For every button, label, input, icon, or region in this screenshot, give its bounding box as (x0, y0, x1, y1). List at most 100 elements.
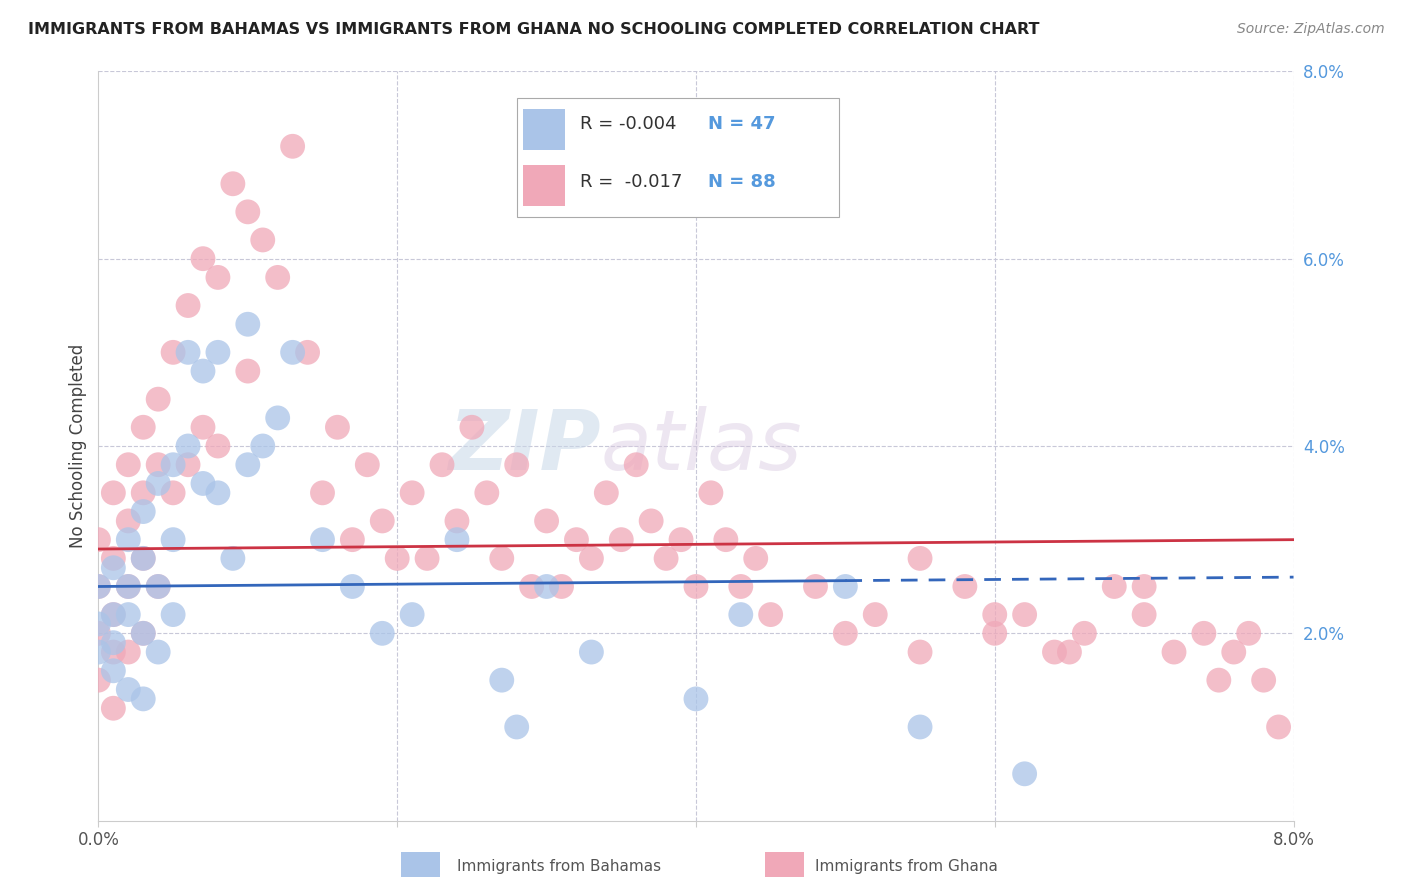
Point (342, 533, 364, 547)
FancyBboxPatch shape (523, 165, 565, 206)
Point (908, 720, 931, 734)
Point (326, 420, 349, 434)
Point (1133, 580, 1156, 594)
Point (1014, 767, 1036, 781)
Point (401, 607, 423, 622)
Point (148, 458, 170, 472)
Point (222, 551, 245, 566)
Text: N = 88: N = 88 (709, 172, 776, 191)
Point (117, 514, 139, 528)
Point (446, 533, 468, 547)
Point (669, 533, 692, 547)
Point (1267, 720, 1289, 734)
Point (730, 607, 752, 622)
Text: R = -0.004: R = -0.004 (581, 115, 676, 133)
Text: atlas: atlas (600, 406, 801, 486)
Point (148, 645, 170, 659)
Point (714, 533, 737, 547)
Point (132, 626, 155, 640)
Point (132, 692, 155, 706)
Point (385, 551, 409, 566)
Point (1014, 607, 1036, 622)
Point (177, 298, 200, 313)
Point (103, 607, 125, 622)
Point (177, 345, 200, 359)
Point (1163, 645, 1185, 659)
Point (908, 551, 931, 566)
Point (581, 551, 603, 566)
Point (103, 551, 125, 566)
Point (834, 580, 856, 594)
Point (759, 607, 782, 622)
Point (1192, 626, 1215, 640)
Point (430, 458, 453, 472)
Point (311, 533, 333, 547)
Point (236, 364, 259, 378)
Point (491, 551, 513, 566)
FancyBboxPatch shape (517, 97, 839, 218)
Point (117, 458, 139, 472)
Point (162, 533, 184, 547)
Point (595, 485, 617, 500)
Point (581, 645, 603, 659)
Point (117, 533, 139, 547)
Point (191, 364, 214, 378)
Point (236, 458, 259, 472)
Text: Immigrants from Bahamas: Immigrants from Bahamas (457, 859, 661, 873)
Point (745, 551, 768, 566)
Point (87, 533, 110, 547)
Point (103, 607, 125, 622)
Point (87, 617, 110, 632)
Point (117, 607, 139, 622)
Point (371, 514, 394, 528)
Point (640, 514, 662, 528)
Point (117, 682, 139, 697)
Point (222, 177, 245, 191)
Y-axis label: No Schooling Completed: No Schooling Completed (69, 344, 87, 548)
Point (117, 645, 139, 659)
Point (252, 233, 274, 247)
Point (281, 139, 304, 153)
Point (103, 701, 125, 715)
Point (132, 420, 155, 434)
Point (491, 673, 513, 688)
Point (1104, 580, 1126, 594)
Point (685, 692, 707, 706)
Point (401, 485, 423, 500)
Point (87, 626, 110, 640)
Point (236, 204, 259, 219)
Point (506, 458, 529, 472)
Point (416, 551, 439, 566)
Point (311, 485, 333, 500)
Point (132, 551, 155, 566)
Point (626, 458, 648, 472)
Point (148, 580, 170, 594)
Point (520, 580, 543, 594)
Text: ZIP: ZIP (447, 406, 600, 486)
Point (177, 458, 200, 472)
Point (162, 458, 184, 472)
Point (148, 580, 170, 594)
Point (148, 476, 170, 491)
Point (117, 580, 139, 594)
Text: IMMIGRANTS FROM BAHAMAS VS IMMIGRANTS FROM GHANA NO SCHOOLING COMPLETED CORRELAT: IMMIGRANTS FROM BAHAMAS VS IMMIGRANTS FR… (28, 22, 1039, 37)
Point (953, 580, 976, 594)
Point (461, 420, 484, 434)
Point (103, 561, 125, 575)
Point (267, 411, 290, 425)
Point (148, 392, 170, 407)
Point (162, 485, 184, 500)
Point (550, 580, 572, 594)
Point (103, 635, 125, 649)
Point (984, 626, 1007, 640)
Point (685, 580, 707, 594)
Point (356, 458, 378, 472)
Point (536, 580, 558, 594)
Point (1043, 645, 1066, 659)
Point (103, 645, 125, 659)
Point (103, 485, 125, 500)
Text: R =  -0.017: R = -0.017 (581, 172, 682, 191)
Point (162, 345, 184, 359)
Text: Source: ZipAtlas.com: Source: ZipAtlas.com (1237, 22, 1385, 37)
Point (446, 514, 468, 528)
